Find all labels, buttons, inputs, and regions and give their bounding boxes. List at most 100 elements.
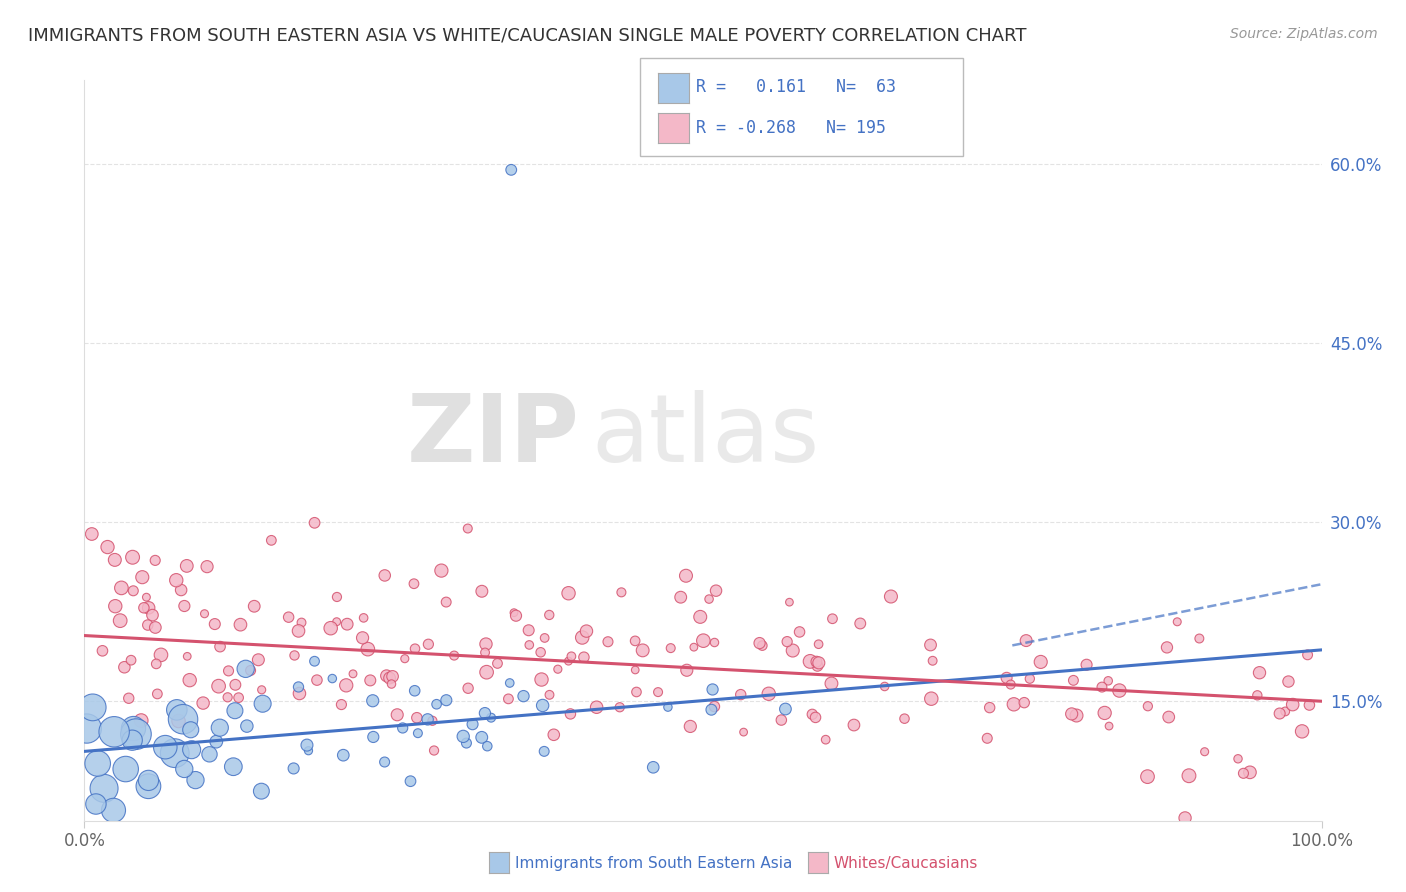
Point xyxy=(1012,696,1035,710)
Point xyxy=(250,784,273,798)
Point xyxy=(702,682,724,697)
Point xyxy=(730,688,752,702)
Point xyxy=(91,644,114,658)
Point xyxy=(1194,745,1216,759)
Point xyxy=(250,682,273,697)
Point xyxy=(404,641,426,656)
Point xyxy=(626,685,648,699)
Point xyxy=(842,718,865,732)
Point xyxy=(1188,632,1211,646)
Point xyxy=(352,631,374,645)
Point xyxy=(374,755,396,769)
Point xyxy=(624,663,647,677)
Point xyxy=(387,707,409,722)
Point xyxy=(146,687,169,701)
Point xyxy=(631,643,654,657)
Point xyxy=(533,631,555,645)
Point xyxy=(1157,710,1180,724)
Point xyxy=(1076,657,1098,672)
Point xyxy=(474,646,496,660)
Point xyxy=(434,693,457,707)
Point xyxy=(572,650,595,665)
Point xyxy=(669,591,692,605)
Point xyxy=(1136,770,1159,784)
Point xyxy=(1268,706,1291,721)
Point xyxy=(180,723,202,737)
Point xyxy=(758,687,780,701)
Point xyxy=(471,584,494,599)
Point xyxy=(135,591,157,605)
Point xyxy=(782,643,804,657)
Point xyxy=(112,660,135,674)
Point xyxy=(498,691,520,706)
Text: Whites/Caucasians: Whites/Caucasians xyxy=(834,856,979,871)
Point xyxy=(167,714,190,728)
Point xyxy=(1094,706,1116,720)
Point xyxy=(1060,706,1083,721)
Point xyxy=(804,710,827,724)
Point xyxy=(530,673,553,687)
Point xyxy=(205,734,228,748)
Point xyxy=(443,648,465,663)
Point xyxy=(236,719,259,733)
Point xyxy=(1166,615,1188,629)
Point xyxy=(283,761,305,775)
Point xyxy=(1097,673,1119,688)
Point xyxy=(675,568,697,582)
Point xyxy=(191,696,214,710)
Point xyxy=(475,637,498,651)
Point xyxy=(1239,765,1261,780)
Point xyxy=(1298,698,1320,712)
Point xyxy=(1029,655,1052,669)
Point xyxy=(321,672,343,686)
Point xyxy=(145,657,167,671)
Point xyxy=(814,732,837,747)
Point xyxy=(517,624,540,638)
Point xyxy=(86,756,108,771)
Point xyxy=(775,702,797,716)
Text: R =   0.161   N=  63: R = 0.161 N= 63 xyxy=(696,78,896,96)
Point xyxy=(697,592,720,607)
Point xyxy=(394,651,416,665)
Point xyxy=(218,664,240,678)
Point xyxy=(176,649,198,664)
Point xyxy=(505,608,527,623)
Point xyxy=(471,731,494,745)
Point xyxy=(451,730,474,744)
Point xyxy=(277,610,299,624)
Point xyxy=(547,662,569,676)
Point xyxy=(404,683,426,698)
Point xyxy=(335,678,357,692)
Point xyxy=(125,727,148,741)
Point xyxy=(571,631,593,645)
Point xyxy=(675,663,697,677)
Point xyxy=(1174,811,1197,825)
Point xyxy=(406,726,429,740)
Point xyxy=(288,686,311,700)
Point xyxy=(512,689,534,703)
Point xyxy=(110,581,132,595)
Point xyxy=(920,638,942,652)
Point xyxy=(422,714,444,728)
Point xyxy=(208,721,231,735)
Point xyxy=(283,648,305,663)
Point xyxy=(380,677,402,691)
Text: atlas: atlas xyxy=(592,390,820,482)
Point xyxy=(1246,689,1268,703)
Point xyxy=(733,725,755,739)
Point xyxy=(76,722,98,736)
Point xyxy=(179,673,201,687)
Point xyxy=(304,516,326,530)
Point xyxy=(821,612,844,626)
Point xyxy=(806,658,828,673)
Point xyxy=(921,654,943,668)
Point xyxy=(104,599,127,614)
Point xyxy=(920,691,942,706)
Point xyxy=(176,558,198,573)
Point xyxy=(659,641,682,656)
Point xyxy=(560,649,582,664)
Point xyxy=(704,583,727,598)
Point xyxy=(434,595,457,609)
Point xyxy=(170,582,193,597)
Point xyxy=(461,717,484,731)
